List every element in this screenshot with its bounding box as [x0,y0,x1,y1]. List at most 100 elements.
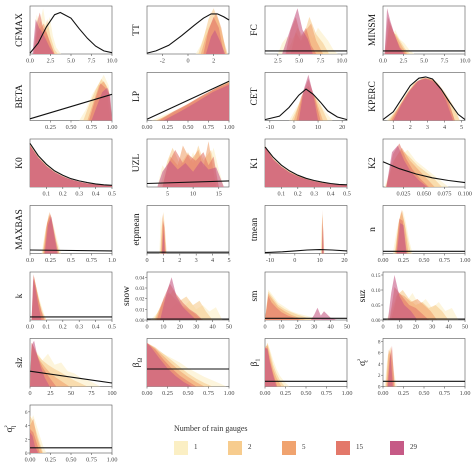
panel-4: 0.0 2.5 5.0 7.5 10.0 MINSM [368,5,471,65]
x-tick-label: 0.75 [86,457,97,464]
density-29 [384,8,405,54]
x-tick-label: 0.25 [45,257,56,264]
x-tick-label: 0.50 [301,390,312,397]
x-tick-label: 40 [446,324,452,331]
x-tick-label: 0.00 [378,390,389,397]
x-tick-label: 0 [293,257,296,264]
x-tick-label: 10.0 [460,58,471,65]
x-tick-label: 75 [88,390,94,397]
legend-swatch [228,441,242,455]
x-tick-label: 5.0 [420,58,428,65]
x-tick-label: 0.4 [327,191,335,198]
x-tick-label: 3 [426,124,429,131]
x-tick-label: 0.25 [398,390,409,397]
x-tick-label: 5 [460,124,463,131]
x-tick-label: 0.1 [43,324,51,331]
prior-line [146,13,230,54]
x-tick-label: 50 [226,324,232,331]
y-tick-label: 0.02 [135,297,144,303]
y-axis-label: slz [15,357,25,368]
legend-label: 1 [194,443,198,451]
x-tick-label: 10 [278,324,284,331]
x-tick-label: 1.00 [224,124,235,131]
x-tick-label: 20 [413,324,419,331]
y-axis-label: CET [250,87,260,105]
density-29 [298,74,319,121]
y-tick-label: 8 [378,339,381,345]
x-tick-label: 0.5 [108,324,116,331]
density-29 [282,8,313,54]
x-tick-label: 5.0 [295,58,303,65]
x-tick-label: 0.75 [86,257,97,264]
x-tick-label: 50 [462,324,468,331]
x-tick-label: 1 [392,124,395,131]
x-tick-label: 7.5 [88,58,96,65]
x-tick-label: 3 [195,257,198,264]
legend-swatch [336,441,350,455]
prior-line [146,180,230,185]
x-tick-label: 0.1 [278,191,286,198]
panel-5: 0.25 0.50 0.75 1.00 BETA [15,72,118,131]
x-tick-label: 0.2 [294,191,302,198]
x-tick-label: 0.100 [458,191,472,198]
x-tick-label: 0.3 [75,324,83,331]
x-tick-label: 2.5 [274,58,282,65]
y-tick-label: 4 [25,424,28,430]
y-tick-label: 2 [378,373,381,379]
x-tick-label: 0.1 [43,191,51,198]
prior-line [382,161,466,184]
y-axis-label: K2 [368,157,378,169]
y-tick-label: 0.01 [135,307,144,313]
y-axis-label: K1 [250,157,260,169]
panel-20: 0 10 20 30 40 50 0.00 0.05 0.10 0.15 suz [358,271,468,331]
x-tick-label: 20 [295,324,301,331]
x-tick-label: 100 [107,390,116,397]
panel-1: 0.0 2.5 5.0 7.5 10.0 CFMAX [15,5,118,65]
x-tick-label: 0.00 [378,257,389,264]
y-axis-label: MINSM [368,13,378,46]
x-tick-label: 50 [68,390,74,397]
prior-line [264,249,348,254]
y-axis-label: FC [250,24,260,36]
density-29 [205,30,226,54]
x-tick-label: 20 [341,257,347,264]
x-tick-label: 1.00 [107,124,118,131]
panel-10: 5 10 15 UZL [132,138,230,198]
panel-9: 0.1 0.2 0.3 0.4 0.5 K0 [15,138,116,198]
y-axis-label: σ²ε [357,359,370,366]
panel-frame [146,205,230,254]
y-tick-label: 0.15 [371,273,380,279]
density-29 [31,278,42,320]
panel-frame [29,205,113,254]
x-tick-label: 7.5 [441,58,449,65]
legend: Number of rain gauges 1 2 5 15 29 [174,424,464,470]
panel-8: 1 2 3 4 5 KPERC [368,72,466,131]
x-tick-label: 10.0 [107,58,118,65]
y-tick-label: 2 [25,437,28,443]
x-tick-label: 0.50 [183,390,194,397]
density-29 [310,307,338,320]
y-axis-label: β1 [250,358,262,366]
x-tick-label: 0.25 [45,457,56,464]
panel-frame [29,271,113,321]
panel-22: 0.00 0.25 0.50 0.75 1.00 βΩ [132,338,235,397]
x-tick-label: 0.25 [45,124,56,131]
x-tick-label: 0.75 [439,257,450,264]
x-tick-label: 0 [186,58,189,65]
y-tick-label: 0.03 [135,286,144,292]
y-axis-label: KPERC [368,81,378,112]
legend-label: 5 [302,443,306,451]
y-tick-label: 0 [378,385,381,391]
x-tick-label: 10.0 [336,58,347,65]
x-tick-label: 10 [160,324,166,331]
x-tick-label: 2 [409,124,412,131]
x-tick-label: 0.75 [203,124,214,131]
x-tick-label: 1.00 [224,390,235,397]
y-tick-label: 4 [378,362,381,368]
x-tick-label: 10 [396,324,402,331]
prior-line [29,370,113,384]
panel-23: 0.00 0.25 0.50 0.75 1.00 β1 [250,338,352,397]
x-tick-label: 5 [227,257,230,264]
panel-6: 0.00 0.25 0.50 0.75 1.00 LP [132,72,235,131]
x-tick-label: 25 [47,390,53,397]
